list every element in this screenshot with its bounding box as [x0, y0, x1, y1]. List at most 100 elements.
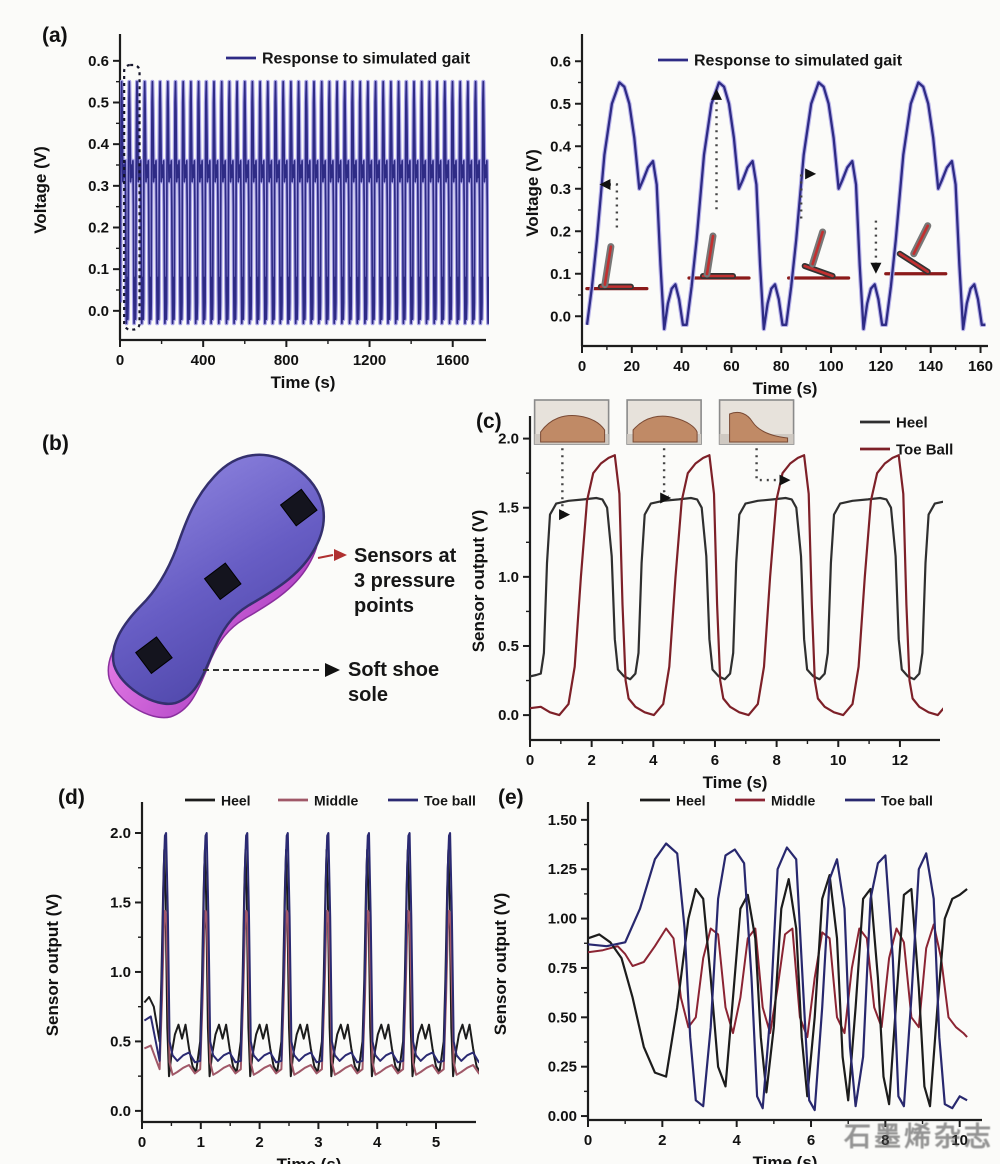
annotations-under: [585, 222, 948, 291]
series-group: [584, 80, 986, 332]
x-tick-label: 2: [255, 1134, 263, 1151]
y-tick-label: 0.5: [110, 1033, 131, 1050]
sensor-square-middle: [203, 562, 242, 601]
x-tick-label: 4: [373, 1134, 382, 1151]
panel-d-label: (d): [58, 786, 85, 809]
sole-group: [107, 453, 325, 719]
y-tick-label: 0.00: [548, 1108, 577, 1125]
y-tick-label: 1.0: [498, 569, 519, 586]
x-tick-label: 80: [773, 358, 790, 375]
annotation-dotted-line: [799, 172, 812, 219]
y-tick-label: 0.5: [88, 95, 109, 112]
series-group: [588, 842, 968, 1112]
x-axis-label: Time (s): [277, 1155, 342, 1164]
y-tick-label: 1.00: [548, 911, 577, 928]
y-tick-label: 0.0: [110, 1103, 131, 1120]
series-group: [143, 832, 479, 1078]
sole-arrow-icon: [325, 663, 340, 677]
x-tick-label: 8: [881, 1132, 889, 1149]
tick-labels: 0.00 0.25 0.50 0.75 1.00 1.25 1.50 0 2 4 6 8 10: [548, 812, 968, 1149]
x-tick-label: 5: [432, 1134, 440, 1151]
legend-label: Toe ball: [881, 793, 933, 809]
y-tick-label: 0.3: [550, 181, 571, 198]
panel-b-label: (b): [42, 432, 69, 455]
series-Heel: [530, 496, 943, 681]
x-tick-label: 1200: [353, 352, 386, 369]
y-tick-label: 0.4: [88, 136, 110, 153]
y-axis-label: Sensor output (V): [43, 894, 62, 1037]
x-tick-label: 4: [733, 1132, 742, 1149]
x-tick-label: 120: [868, 358, 893, 375]
y-tick-label: 0.0: [88, 303, 109, 320]
annotations-over: [599, 88, 882, 274]
x-tick-label: 10: [951, 1132, 968, 1149]
sensors-arrow-icon: [334, 549, 347, 561]
x-tick-label: 6: [807, 1132, 815, 1149]
y-tick-label: 2.0: [110, 825, 131, 842]
series-group: [530, 454, 943, 717]
y-axis-label: Voltage (V): [523, 149, 542, 237]
annotation-dotted-line: [561, 448, 568, 516]
x-tick-label: 60: [723, 358, 740, 375]
annotation-arrowhead-icon: [599, 179, 611, 190]
annotation-arrowhead-icon: [779, 474, 791, 486]
panel-e-label: (e): [498, 786, 524, 809]
annotation-dotted-line: [601, 183, 619, 232]
y-tick-label: 1.50: [548, 812, 577, 829]
series-Toe ball: [588, 842, 968, 1112]
panel-c: (c) 0.0 0.5 1.0 1.5 2.0 0 2 4 6 8 10 12 Time (s) Sens…: [468, 398, 1000, 795]
series-Toe Ball: [530, 454, 943, 717]
y-tick-label: 0.5: [498, 638, 519, 655]
legend: Heel Toe Ball: [860, 415, 953, 459]
sensor-square-heel: [135, 636, 173, 675]
panel-e: (e) 0.00 0.25 0.50 0.75 1.00 1.25 1.50 0 2 4 6 8 10 T…: [490, 778, 1000, 1164]
legend-label: Toe Ball: [896, 442, 953, 459]
tick-labels: 0.0 0.1 0.2 0.3 0.4 0.5 0.6 0 20 40 60 80 100 120 140 1…: [550, 53, 993, 375]
annotation-arrowhead-icon: [559, 509, 571, 521]
legend-label: Heel: [676, 793, 706, 809]
x-axis-label: Time (s): [271, 373, 336, 392]
y-tick-label: 0.50: [548, 1009, 577, 1026]
x-tick-label: 4: [649, 752, 658, 769]
photo-foot-silhouette: [632, 415, 698, 443]
y-tick-label: 0.6: [88, 53, 109, 70]
axes: [140, 802, 476, 1124]
chart-d: 0.0 0.5 1.0 1.5 2.0 0 1 2 3 4 5 Time (s) Sensor outp…: [43, 793, 479, 1164]
y-tick-label: 1.5: [110, 894, 131, 911]
x-tick-label: 100: [819, 358, 844, 375]
legend-label: Heel: [221, 793, 251, 809]
annotation-arrowhead-icon: [711, 88, 723, 100]
legend-label: Middle: [771, 793, 816, 809]
x-tick-label: 800: [274, 352, 299, 369]
x-tick-label: 0: [584, 1132, 592, 1149]
shoe-sole-diagram: Sensors at 3 pressure points Soft shoe s…: [107, 453, 457, 719]
legend-label: Response to simulated gait: [694, 53, 903, 70]
series-Heel: [588, 873, 968, 1108]
y-tick-label: 0.6: [550, 53, 571, 70]
annotations-over: [123, 63, 141, 331]
x-axis-label: Time (s): [753, 379, 818, 398]
chart-e: 0.00 0.25 0.50 0.75 1.00 1.25 1.50 0 2 4 6 8 10 Time …: [491, 793, 982, 1164]
x-tick-label: 40: [673, 358, 690, 375]
legend-label: Heel: [896, 415, 928, 432]
ticks: [113, 59, 454, 347]
chart-a-left: 0.0 0.1 0.2 0.3 0.4 0.5 0.6 0 400 800 1200 1600 Time…: [31, 34, 489, 392]
y-tick-label: 0.25: [548, 1059, 577, 1076]
tick-labels: 0.0 0.1 0.2 0.3 0.4 0.5 0.6 0 400 800 1200 1600: [88, 53, 469, 369]
photo-foot-silhouette: [729, 411, 789, 443]
y-tick-label: 0.0: [498, 707, 519, 724]
annotation-arrowhead-icon: [660, 492, 672, 504]
legend: Response to simulated gait: [658, 53, 903, 70]
x-tick-label: 0: [578, 358, 586, 375]
legend-label: Response to simulated gait: [262, 51, 471, 68]
legend-label: Toe ball: [424, 793, 476, 809]
annotations-under: [533, 399, 795, 445]
foot-gait-inset-icon: [787, 228, 851, 280]
y-axis-label: Voltage (V): [31, 146, 50, 234]
axes: [528, 416, 940, 742]
sole-label-line1: Soft shoe: [348, 659, 439, 681]
foot-gait-inset-icon: [687, 232, 751, 280]
x-tick-label: 0: [526, 752, 534, 769]
gait-photo: [533, 399, 610, 445]
ticks: [135, 832, 438, 1129]
